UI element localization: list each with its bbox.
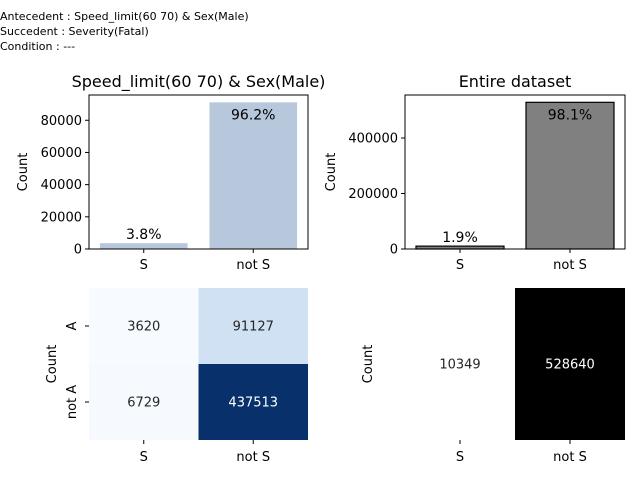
x-tick-label: not S [553, 258, 587, 273]
y-axis-label: Count [45, 345, 60, 384]
y-tick-label: 0 [74, 243, 82, 258]
x-tick-label: S [456, 450, 464, 465]
y-tick-label: 60000 [41, 146, 82, 161]
y-tick-label: 20000 [41, 210, 82, 225]
bar-data-label: 98.1% [548, 107, 592, 123]
heatmap-cell [89, 364, 199, 440]
heatmap-cell-value: 10349 [439, 358, 480, 373]
heatmap-cell [405, 288, 515, 440]
x-tick-label: S [456, 258, 464, 273]
y-tick-label: 40000 [41, 178, 82, 193]
bar-s [99, 243, 188, 249]
y-tick-label: 80000 [41, 114, 82, 129]
bar-data-label: 3.8% [126, 227, 162, 243]
y-axis-label: Count [361, 345, 376, 384]
y-tick-label: A [65, 321, 80, 330]
axes-frame [88, 94, 309, 250]
y-axis-label: Count [324, 153, 339, 192]
bar-data-label: 1.9% [442, 230, 478, 246]
succedent-text: Succedent : Severity(Fatal) [0, 25, 149, 38]
y-tick-label: not A [65, 385, 80, 419]
chart-title: Entire dataset [459, 72, 572, 91]
heatmap-cell [515, 288, 625, 440]
heatmap-cell-value: 3620 [127, 320, 160, 335]
x-tick-label: not S [236, 258, 270, 273]
antecedent-text: Antecedent : Speed_limit(60 70) & Sex(Ma… [0, 10, 249, 23]
chart-title: Speed_limit(60 70) & Sex(Male) [72, 72, 326, 92]
x-tick-label: S [140, 450, 148, 465]
bar-data-label: 96.2% [231, 107, 275, 123]
axes-frame [404, 94, 626, 250]
heatmap-cell-value: 6729 [127, 396, 160, 411]
y-tick-label: 400000 [348, 132, 398, 147]
condition-text: Condition : --- [0, 40, 76, 53]
y-axis-label: Count [16, 153, 31, 192]
heatmap-cell [198, 364, 308, 440]
bar-not-s [525, 101, 615, 250]
heatmap-cell-value: 91127 [233, 320, 274, 335]
heatmap-cell [198, 288, 308, 364]
heatmap-cell [89, 288, 199, 364]
x-tick-label: not S [236, 450, 270, 465]
y-tick-label: 0 [390, 243, 398, 258]
y-tick-label: 200000 [348, 187, 398, 202]
heatmap-cell-value: 528640 [545, 358, 595, 373]
bar-not-s [209, 102, 298, 249]
heatmap-cell-value: 437513 [228, 396, 278, 411]
x-tick-label: not S [553, 450, 587, 465]
x-tick-label: S [140, 258, 148, 273]
